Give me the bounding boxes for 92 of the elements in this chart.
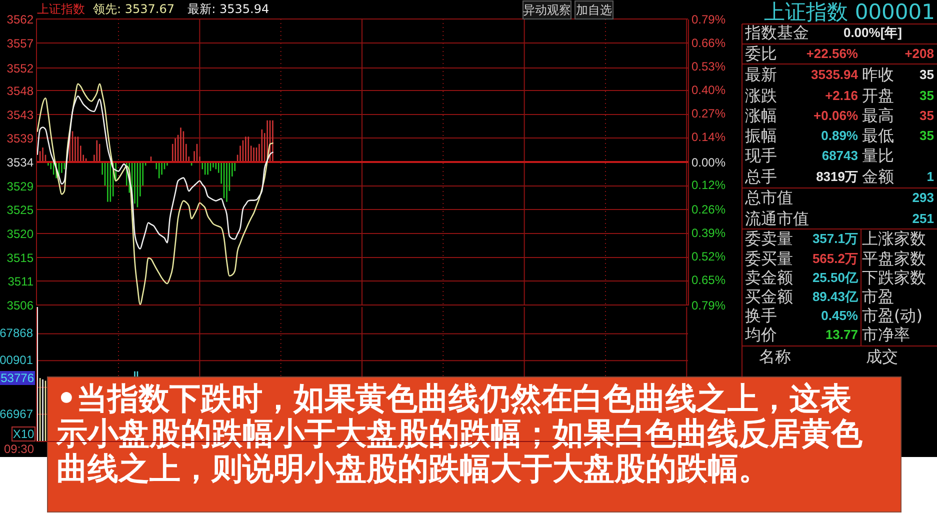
y-tick-label: 3557	[6, 36, 34, 51]
text: 35	[920, 108, 934, 123]
y-tick-label: 3520	[6, 227, 34, 241]
y-tick-label: 3543	[6, 108, 34, 122]
category-label: 最低	[862, 126, 894, 145]
text: +0.06%	[814, 108, 858, 123]
category-label: 现手	[745, 146, 777, 165]
y2-tick-label: 0.79%	[692, 298, 726, 312]
chart-title: 上证指数	[37, 2, 85, 16]
category-label: 最新	[745, 65, 777, 84]
y-tick-label: 3529	[6, 180, 34, 194]
text: +22.56%	[806, 46, 858, 61]
category-label: 昨收	[862, 65, 894, 84]
text: 68743	[822, 148, 858, 163]
y2-tick-label: 0.53%	[692, 60, 726, 74]
y-tick-label: 3515	[6, 251, 34, 266]
text: 53776	[0, 371, 34, 385]
text: 异动观察	[523, 3, 571, 17]
text: 0.89%	[821, 128, 858, 143]
text: 35	[920, 67, 934, 82]
text: 66967	[0, 407, 34, 421]
y2-tick-label: 0.66%	[692, 36, 726, 50]
y2-tick-label: 0.12%	[692, 178, 726, 192]
text: 00901	[0, 353, 34, 367]
category-label: 量比	[862, 146, 894, 165]
category-label: 下跌家数	[862, 268, 926, 287]
y2-tick-label: 0.26%	[692, 202, 726, 217]
category-label: 买金额	[745, 287, 793, 306]
line-series	[36, 83, 274, 306]
y-tick-label: 3539	[6, 131, 34, 146]
category-label: 开盘	[862, 86, 894, 105]
category-label: 名称	[759, 347, 791, 366]
category-label: 换手	[745, 306, 777, 325]
text: 0.00%[年]	[843, 25, 902, 40]
y-tick-label: 3525	[6, 202, 34, 217]
category-label: 成交	[866, 347, 898, 366]
category-label: 涨幅	[745, 106, 777, 125]
line-series	[36, 95, 274, 250]
text: +208	[904, 46, 934, 61]
text: 0.45%	[821, 308, 858, 323]
text: 最新: 3535.94	[188, 2, 270, 16]
category-label: 委买量	[745, 249, 793, 268]
y-tick-label: 3548	[6, 84, 34, 98]
y2-tick-label: 0.79%	[692, 12, 726, 26]
text: +2.16	[825, 88, 858, 103]
text: 1	[926, 169, 934, 184]
category-label: 平盘家数	[862, 249, 926, 268]
y-tick-label: 3534	[6, 156, 34, 170]
category-label: 委比	[745, 44, 777, 63]
category-label: 均价	[744, 325, 777, 344]
y2-tick-label: 0.39%	[692, 226, 726, 240]
category-label: 委卖量	[745, 229, 793, 248]
text: 8319万	[816, 169, 858, 184]
category-label: 最高	[862, 106, 894, 125]
category-label: 市盈	[862, 287, 894, 306]
category-label: 涨跌	[745, 86, 777, 105]
y2-tick-label: 0.65%	[692, 273, 726, 288]
text: 13.77	[825, 327, 858, 342]
text: 293	[912, 190, 934, 205]
y2-tick-label: 0.52%	[692, 250, 726, 264]
y2-tick-label: 0.14%	[692, 130, 726, 144]
text: 357.1万	[812, 231, 858, 246]
category-label: 流通市值	[745, 209, 809, 228]
category-label: 振幅	[745, 126, 777, 145]
category-label: 指数基金	[744, 23, 809, 42]
category-label: 市净率	[862, 325, 910, 344]
category-label: 总手	[744, 167, 777, 186]
text: 251	[912, 211, 934, 226]
category-label: 上涨家数	[862, 229, 926, 248]
category-label: 总市值	[744, 188, 793, 207]
category-label: 卖金额	[745, 268, 793, 287]
text: 67868	[0, 326, 34, 340]
y-tick-label: 3506	[6, 298, 34, 312]
y-tick-label: 3562	[6, 12, 34, 26]
y2-tick-label: 0.40%	[692, 83, 726, 98]
y-tick-label: 3552	[6, 62, 34, 76]
y2-tick-label: 0.00%	[692, 156, 726, 170]
y2-tick-label: 0.27%	[692, 106, 726, 121]
text: 3535.94	[811, 67, 858, 82]
category-label: 金额	[862, 167, 894, 186]
text: 领先: 3537.67	[93, 2, 174, 16]
text: 565.2万	[812, 251, 858, 266]
text: 25.50亿	[812, 270, 858, 285]
text: 加自选	[576, 3, 612, 17]
y-tick-label: 3511	[8, 274, 34, 288]
text: 35	[920, 88, 934, 103]
category-label: 市盈(动)	[862, 306, 922, 325]
text: 89.43亿	[812, 289, 858, 304]
text: X10	[12, 427, 34, 441]
text: 上证指数 000001	[764, 0, 935, 24]
text: 35	[920, 128, 934, 143]
text: 09:30	[4, 442, 34, 456]
